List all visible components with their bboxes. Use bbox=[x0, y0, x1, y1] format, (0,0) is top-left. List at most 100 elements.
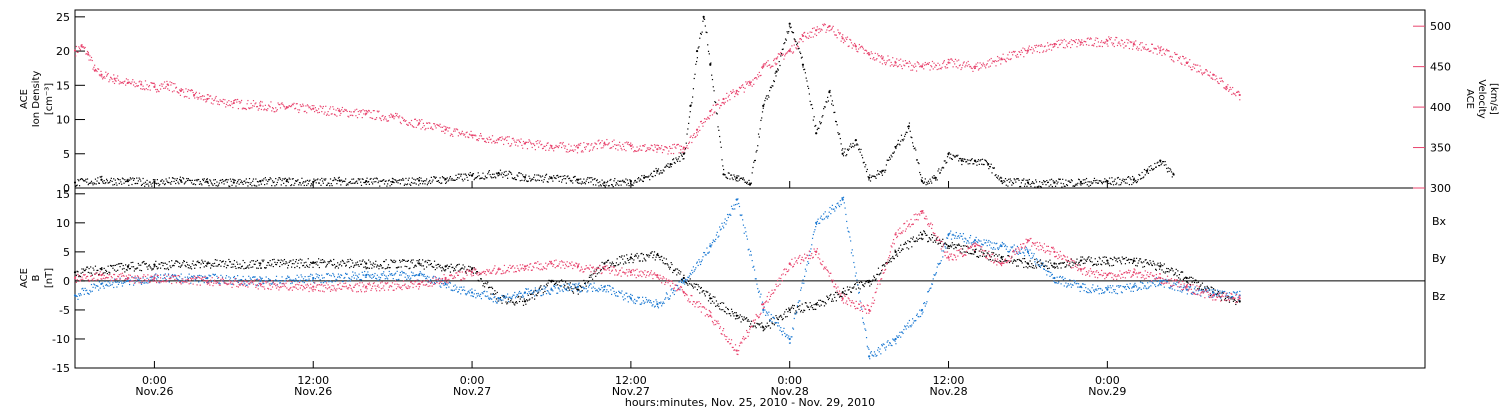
density-dot bbox=[591, 177, 593, 179]
bx-dot bbox=[151, 269, 153, 271]
density-dot bbox=[1162, 160, 1164, 163]
by-dot bbox=[298, 276, 300, 278]
bx-dot bbox=[455, 266, 457, 268]
velocity-point-43 bbox=[854, 45, 857, 48]
velocity-dot bbox=[138, 81, 140, 83]
by-dot bbox=[190, 275, 193, 277]
velocity-dot bbox=[584, 148, 587, 150]
bx-dot bbox=[672, 269, 675, 271]
velocity-dot bbox=[1220, 77, 1223, 79]
density-dot bbox=[859, 151, 861, 153]
density-dot bbox=[410, 181, 413, 184]
bx-dot bbox=[917, 238, 919, 240]
velocity-point-42 bbox=[841, 37, 844, 40]
velocity-dot bbox=[436, 123, 438, 126]
density-dot bbox=[568, 177, 571, 179]
bx-dot bbox=[156, 265, 158, 268]
density-dot bbox=[598, 185, 600, 187]
velocity-dot bbox=[894, 60, 896, 63]
velocity-dot bbox=[319, 105, 321, 107]
density-dot bbox=[896, 143, 899, 145]
bx-dot bbox=[913, 240, 915, 242]
velocity-dot bbox=[779, 53, 781, 55]
velocity-dot bbox=[1163, 52, 1165, 54]
bx-dot bbox=[452, 266, 454, 268]
bx-dot bbox=[362, 259, 364, 261]
velocity-dot bbox=[970, 67, 972, 69]
velocity-dot bbox=[292, 104, 294, 106]
bx-dot bbox=[804, 302, 806, 304]
velocity-dot bbox=[407, 124, 409, 126]
velocity-dot bbox=[1113, 45, 1115, 48]
bx-dot bbox=[1185, 276, 1187, 278]
velocity-dot bbox=[83, 47, 85, 49]
bx-dot bbox=[511, 301, 513, 303]
by-dot bbox=[378, 276, 380, 278]
density-dot bbox=[1166, 167, 1168, 170]
by-dot bbox=[325, 280, 327, 282]
density-dot bbox=[655, 167, 657, 170]
by-dot bbox=[188, 273, 190, 275]
density-dot bbox=[846, 148, 849, 150]
bx-dot bbox=[1016, 259, 1019, 261]
bx-dot bbox=[646, 255, 648, 257]
density-dot bbox=[557, 176, 560, 178]
density-dot bbox=[570, 180, 572, 183]
velocity-dot bbox=[720, 104, 722, 107]
density-dot bbox=[1112, 181, 1114, 183]
bx-dot bbox=[1185, 281, 1188, 283]
density-dot bbox=[965, 161, 967, 163]
velocity-dot bbox=[1124, 45, 1127, 47]
bx-dot bbox=[580, 285, 582, 287]
bx-dot bbox=[534, 298, 536, 300]
density-dot bbox=[439, 177, 441, 179]
bx-dot bbox=[1023, 266, 1025, 269]
velocity-dot bbox=[700, 120, 702, 122]
bx-dot bbox=[744, 318, 746, 320]
density-dot bbox=[394, 179, 396, 181]
by-dot bbox=[238, 279, 240, 281]
bx-dot bbox=[1000, 255, 1003, 258]
density-dot bbox=[1016, 178, 1019, 180]
velocity-dot bbox=[935, 64, 938, 67]
by-dot bbox=[375, 277, 377, 279]
bx-dot bbox=[336, 265, 338, 267]
velocity-point-0 bbox=[73, 49, 77, 52]
velocity-dot bbox=[1056, 40, 1058, 43]
density-dot bbox=[750, 182, 752, 184]
density-dot bbox=[850, 146, 853, 149]
bx-dot bbox=[1072, 264, 1074, 266]
bx-dot bbox=[1151, 264, 1154, 267]
bx-dot bbox=[707, 291, 709, 293]
density-dot bbox=[796, 44, 798, 46]
bx-dot bbox=[1211, 286, 1213, 289]
velocity-dot bbox=[718, 99, 720, 101]
velocity-dot bbox=[511, 138, 513, 140]
velocity-dot bbox=[541, 147, 544, 150]
density-dot bbox=[1063, 185, 1065, 187]
velocity-dot bbox=[711, 108, 713, 111]
bx-dot bbox=[1234, 299, 1236, 302]
bx-dot bbox=[465, 272, 467, 274]
velocity-dot bbox=[1141, 42, 1143, 44]
bx-dot bbox=[617, 264, 619, 266]
velocity-dot bbox=[391, 114, 393, 116]
bx-dot bbox=[648, 256, 650, 258]
density-dot bbox=[188, 179, 190, 181]
density-dot bbox=[88, 182, 90, 185]
density-dot bbox=[669, 166, 671, 168]
velocity-dot bbox=[366, 110, 368, 112]
velocity-dot bbox=[738, 86, 741, 88]
velocity-dot bbox=[615, 148, 617, 150]
bx-dot bbox=[1239, 301, 1241, 303]
velocity-dot bbox=[984, 65, 986, 67]
density-dot bbox=[733, 174, 735, 176]
velocity-dot bbox=[879, 61, 881, 63]
velocity-dot bbox=[1231, 93, 1233, 96]
density-dot bbox=[323, 178, 325, 180]
by-dot bbox=[360, 279, 363, 281]
bx-dot bbox=[772, 323, 774, 325]
bx-dot bbox=[737, 314, 739, 317]
velocity-dot bbox=[252, 99, 255, 102]
density-dot bbox=[302, 182, 304, 184]
